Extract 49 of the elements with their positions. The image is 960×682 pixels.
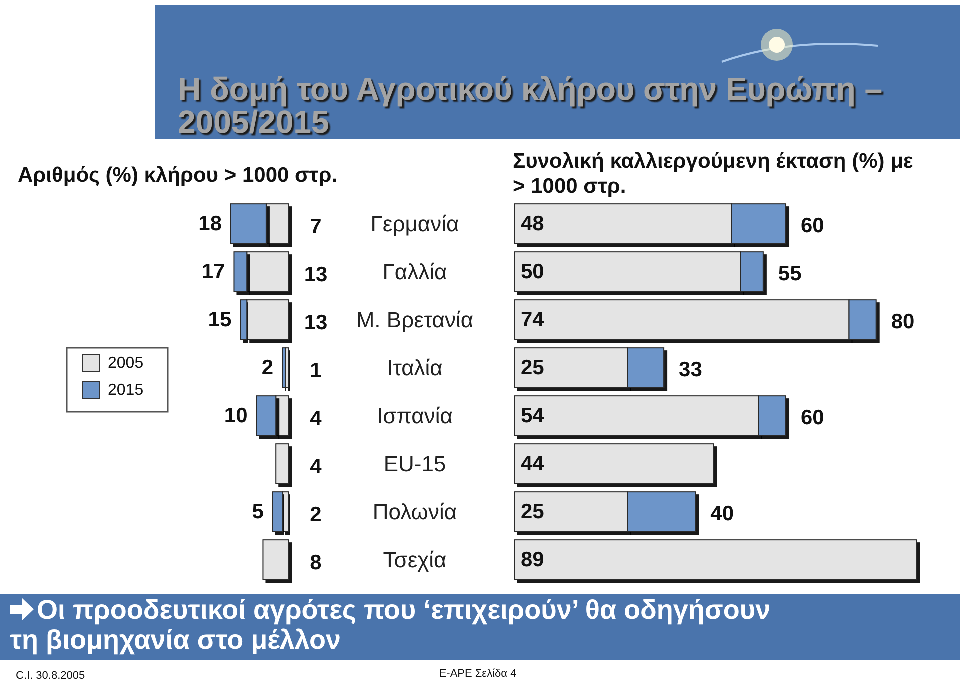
- text: C.I. 30.8.2005: [16, 670, 86, 682]
- data-label: 4: [310, 408, 322, 430]
- bar: [514, 540, 918, 580]
- total-label: 55: [778, 262, 802, 286]
- data-label: 48: [521, 212, 545, 236]
- legend-label: 2015: [108, 382, 144, 399]
- total-label: 2: [262, 356, 274, 380]
- bar: [514, 444, 714, 484]
- data-label: 25: [521, 356, 545, 380]
- y-tick-label: Ιταλία: [387, 356, 444, 380]
- data-label: 25: [521, 500, 545, 524]
- y-tick-label: EU-15: [384, 452, 446, 476]
- total-label: 17: [202, 260, 226, 284]
- total-label: 60: [801, 214, 824, 238]
- total-label: 10: [224, 404, 248, 428]
- y-tick-label: Γερμανία: [370, 212, 460, 236]
- data-label: 2: [310, 504, 322, 526]
- data-label: 89: [521, 548, 544, 572]
- total-label: 40: [710, 502, 734, 526]
- total-label: 15: [208, 308, 232, 332]
- total-label: 18: [198, 212, 222, 236]
- chart-title: Συνολική καλλιεργούμενη έκταση (%) με > 1000 στρ.: [513, 150, 914, 198]
- text: Οι προοδευτικοί αγρότες που ‘επιχειρούν’ θα οδηγήσουν τη βιομηχανία στο μέλλον: [10, 595, 771, 655]
- y-tick-label: Ισπανία: [377, 404, 454, 428]
- chart-subtitle: Αριθμός (%) κλήρου > 1000 στρ.: [18, 164, 338, 187]
- data-label: 13: [304, 312, 328, 334]
- data-label: 50: [521, 260, 544, 284]
- text: E-APE Σελίδα 4: [439, 668, 517, 680]
- data-label: 1: [310, 360, 322, 382]
- bar: [282, 348, 286, 388]
- data-label: 74: [521, 308, 545, 332]
- bar: [262, 540, 290, 580]
- text: Η δομή του Αγροτικού κλήρου στην Ευρώπη – 2005/2015: [178, 71, 883, 140]
- data-label: 7: [310, 216, 322, 238]
- y-tick-label: Γαλλία: [382, 260, 448, 284]
- total-label: 33: [679, 358, 702, 382]
- y-tick-label: Τσεχία: [383, 548, 448, 572]
- total-label: 5: [252, 500, 264, 524]
- y-tick-label: Μ. Βρετανία: [356, 308, 474, 332]
- total-label: 80: [891, 310, 915, 334]
- data-label: 54: [521, 404, 545, 428]
- data-label: 8: [310, 552, 322, 574]
- bar: [276, 444, 290, 484]
- total-label: 60: [801, 406, 824, 430]
- data-label: 44: [521, 452, 545, 476]
- data-label: 4: [310, 456, 322, 478]
- y-tick-label: Πολωνία: [372, 500, 458, 524]
- legend-label: 2005: [108, 355, 144, 372]
- data-label: 13: [304, 264, 328, 286]
